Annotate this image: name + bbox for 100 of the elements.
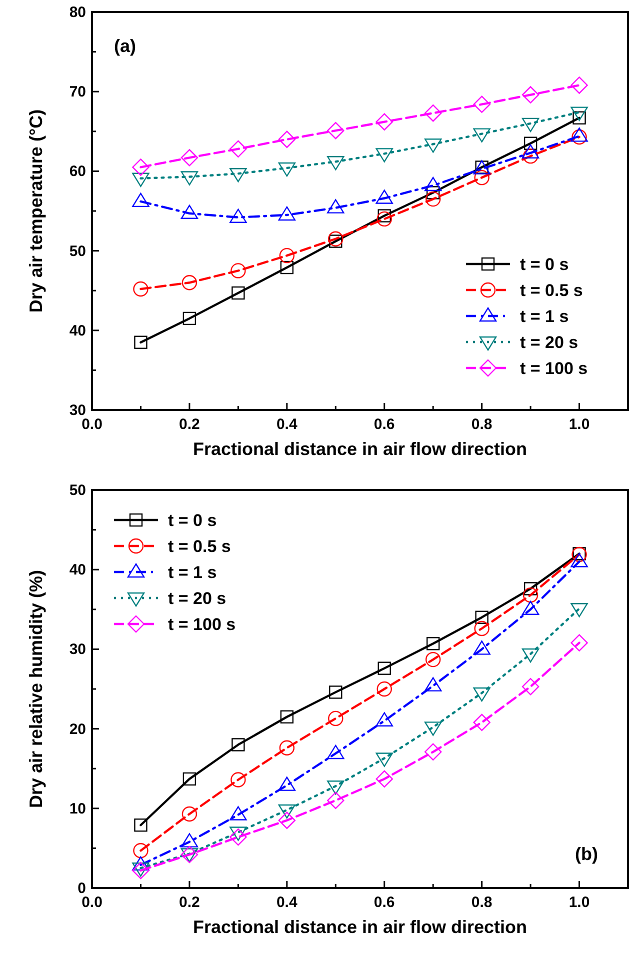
point (424, 722, 442, 736)
point (424, 138, 442, 153)
point (376, 148, 393, 162)
x-tick-label: 0.0 (82, 894, 102, 911)
point (378, 662, 391, 675)
point (524, 582, 538, 596)
point (474, 620, 490, 636)
point (570, 553, 588, 568)
point (232, 738, 245, 752)
point (327, 792, 344, 810)
point (378, 209, 391, 222)
legend-label: t = 20 s (520, 333, 578, 352)
x-tick-label: 0.6 (374, 894, 395, 911)
x-tick-label: 0.8 (471, 416, 492, 433)
y-tick-label: 70 (69, 84, 86, 101)
x-tick-label: 0.6 (374, 416, 395, 433)
legend-label: t = 0 s (168, 511, 217, 530)
point (522, 118, 540, 132)
point (329, 234, 342, 248)
point (278, 130, 296, 148)
y-tick-label: 60 (69, 163, 86, 180)
point (134, 818, 148, 832)
y-tick-label: 50 (69, 242, 86, 260)
point (473, 640, 490, 655)
point (180, 149, 198, 166)
legend-label: t = 20 s (168, 589, 226, 608)
annotation: (a) (114, 36, 136, 56)
point (278, 162, 296, 177)
point (473, 714, 490, 732)
point (327, 780, 344, 795)
point (230, 828, 247, 846)
x-tick-label: 1.0 (568, 894, 590, 911)
point (230, 826, 247, 841)
point (424, 104, 442, 122)
point (133, 281, 148, 297)
point (522, 600, 540, 615)
point (278, 804, 296, 819)
point (376, 211, 392, 227)
point (280, 710, 294, 724)
legend-label: t = 100 s (168, 615, 236, 634)
point (572, 129, 587, 145)
legend-label: t = 1 s (168, 563, 217, 582)
point (328, 710, 344, 726)
point (133, 842, 148, 858)
point (424, 743, 442, 760)
x-tick-label: 0.4 (276, 416, 298, 433)
point (426, 637, 440, 650)
x-tick-label: 0.2 (179, 894, 200, 911)
x-axis-title: Fractional distance in air flow direction (192, 917, 528, 937)
y-tick-label: 30 (69, 641, 86, 658)
point (570, 76, 588, 94)
x-tick-label: 0.0 (82, 416, 102, 433)
annotation: (b) (575, 844, 598, 864)
y-tick-label: 10 (69, 800, 86, 818)
y-tick-label: 30 (69, 402, 86, 419)
point (473, 687, 490, 702)
point (279, 740, 295, 756)
point (425, 191, 441, 207)
point (522, 86, 540, 104)
x-tick-label: 1.0 (568, 416, 590, 433)
point (182, 806, 198, 822)
x-axis-title: Fractional distance in air flow direction (192, 439, 528, 459)
point (132, 158, 150, 176)
point (230, 168, 247, 182)
point (376, 752, 393, 767)
y-tick-label: 40 (69, 322, 86, 340)
point (376, 113, 393, 130)
point (473, 96, 490, 113)
point (475, 610, 488, 624)
point (524, 136, 538, 150)
point (329, 686, 342, 699)
point (570, 106, 588, 121)
point (522, 678, 540, 696)
point (182, 312, 196, 326)
point (180, 171, 198, 186)
point (230, 263, 246, 278)
y-tick-label: 50 (69, 482, 86, 499)
point (182, 275, 198, 290)
point (230, 772, 246, 788)
point (280, 260, 294, 274)
y-tick-label: 0 (78, 880, 86, 897)
point (473, 128, 490, 142)
point (425, 652, 441, 668)
y-tick-label: 20 (69, 720, 86, 738)
point (570, 634, 588, 652)
point (376, 681, 392, 697)
y-tick-label: 40 (69, 562, 86, 579)
y-axis-title: Dry air relative humidity (%) (26, 570, 46, 808)
point (328, 231, 344, 246)
point (522, 587, 538, 603)
point (182, 772, 196, 786)
point (327, 156, 344, 170)
point (132, 172, 150, 187)
x-tick-label: 0.8 (471, 894, 492, 911)
legend-label: t = 0.5 s (520, 281, 583, 300)
legend-label: t = 0.5 s (168, 537, 231, 556)
y-axis-title: Dry air temperature (°C) (26, 109, 46, 313)
point (376, 770, 393, 788)
legend-label: t = 100 s (520, 359, 588, 378)
x-tick-label: 0.2 (179, 416, 200, 433)
